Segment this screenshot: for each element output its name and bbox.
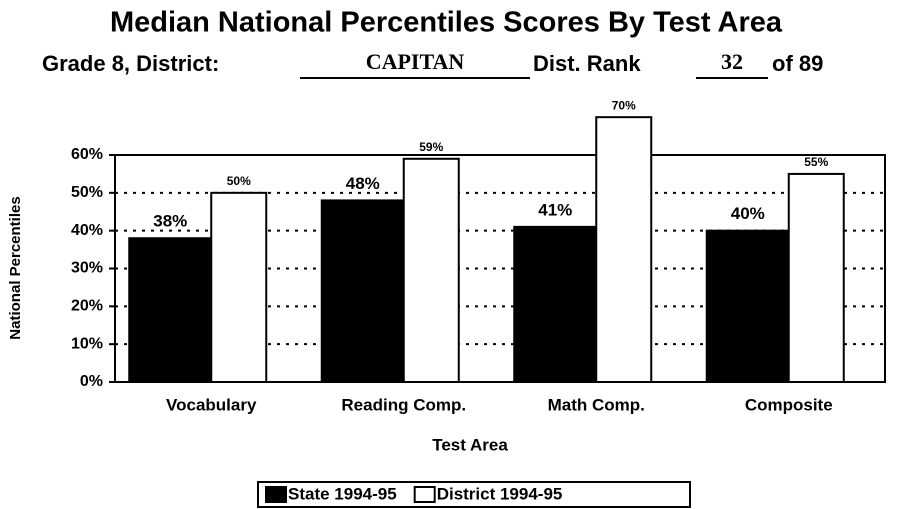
value-label: 70% [612,98,636,112]
x-tick-label: Composite [745,395,833,414]
value-label: 48% [346,174,380,193]
value-label: 40% [731,204,765,223]
subtitle: Grade 8, District: [42,51,219,76]
legend-label: State 1994-95 [288,484,397,503]
x-tick-label: Vocabulary [166,395,257,414]
value-label: 38% [153,212,187,231]
y-tick-label: 40% [71,222,103,239]
district-name: CAPITAN [366,49,465,74]
y-tick-label: 10% [71,335,103,352]
legend-swatch [265,486,287,503]
legend-label: District 1994-95 [437,484,563,503]
y-tick-label: 30% [71,260,103,277]
bar [787,172,845,383]
value-label: 50% [227,174,251,188]
y-tick-label: 60% [71,146,103,163]
y-tick-label: 0% [80,373,103,390]
value-label: 59% [419,140,443,154]
bar [320,199,405,383]
y-tick-label: 50% [71,184,103,201]
legend-box [257,481,691,508]
subtitle: Dist. Rank [533,51,641,76]
y-tick-label: 20% [71,298,103,315]
chart-title: Median National Percentiles Scores By Te… [110,7,783,39]
x-axis-label: Test Area [432,435,508,454]
legend-swatch [413,486,436,503]
bar [595,116,653,384]
value-label: 41% [538,200,572,219]
y-axis-label: National Percentiles [7,196,24,339]
bar [705,229,790,383]
subtitle: of 89 [772,51,823,76]
value-label: 55% [804,155,828,169]
bar [402,157,460,383]
x-tick-label: Math Comp. [548,395,645,414]
rank: 32 [721,49,743,74]
x-tick-label: Reading Comp. [341,395,466,414]
bar [210,191,268,383]
bar [128,237,213,383]
bar [513,225,598,383]
